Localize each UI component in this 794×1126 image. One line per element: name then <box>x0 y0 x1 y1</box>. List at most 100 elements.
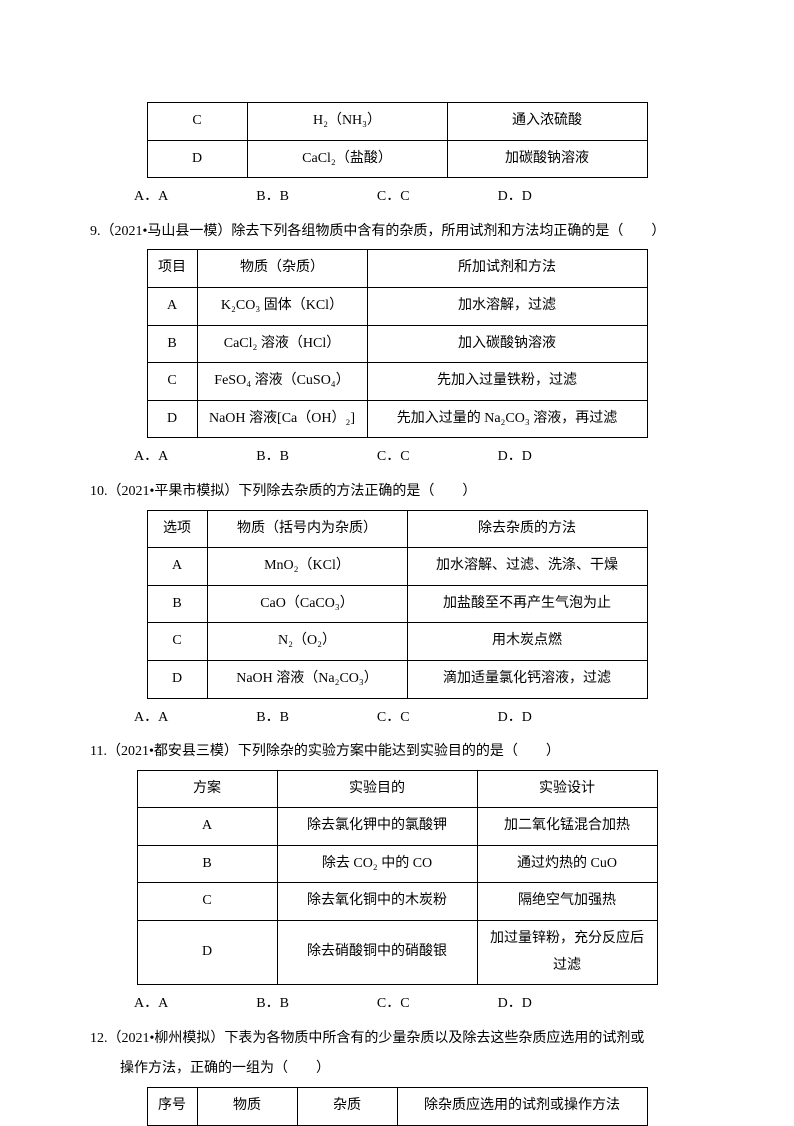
cell: B <box>137 845 277 883</box>
cell: CaO（CaCO₃） <box>207 585 407 623</box>
table-row: A除去氯化钾中的氯酸钾加二氧化锰混合加热 <box>137 808 657 846</box>
cell: CaCl₂ 溶液（HCl） <box>197 325 367 363</box>
cell: 通过灼热的 CuO <box>477 845 657 883</box>
option-a: A．A <box>134 184 168 211</box>
cell: 加二氧化锰混合加热 <box>477 808 657 846</box>
cell: K₂CO₃ 固体（KCl） <box>197 287 367 325</box>
col-header: 物质（杂质） <box>197 250 367 288</box>
col-header: 物质 <box>197 1088 297 1126</box>
cell: NaOH 溶液（Na₂CO₃） <box>207 660 407 698</box>
options-row-8: A．A B．B C．C D．D <box>90 184 704 211</box>
col-header: 实验设计 <box>477 770 657 808</box>
option-c: C．C <box>377 705 410 732</box>
cell: A <box>147 548 207 586</box>
table-row: DNaOH 溶液（Na₂CO₃）滴加适量氯化钙溶液，过滤 <box>147 660 647 698</box>
cell: B <box>147 585 207 623</box>
cell: A <box>147 287 197 325</box>
col-header: 除去杂质的方法 <box>407 510 647 548</box>
table-row: C H₂（NH₃） 通入浓硫酸 <box>147 103 647 141</box>
cell: MnO₂（KCl） <box>207 548 407 586</box>
col-header: 项目 <box>147 250 197 288</box>
cell: B <box>147 325 197 363</box>
table-row: D除去硝酸铜中的硝酸银加过量锌粉，充分反应后过滤 <box>137 921 657 985</box>
col-header: 选项 <box>147 510 207 548</box>
cell: 用木炭点燃 <box>407 623 647 661</box>
option-a: A．A <box>134 705 168 732</box>
table-q12: 序号 物质 杂质 除杂质应选用的试剂或操作方法 <box>147 1087 648 1126</box>
question-11: 11.（2021•都安县三模）下列除杂的实验方案中能达到实验目的的是（ ） <box>90 739 704 766</box>
option-b: B．B <box>256 991 289 1018</box>
option-c: C．C <box>377 444 410 471</box>
question-12-line2: 操作方法，正确的一组为（ ） <box>90 1056 704 1083</box>
col-header: 物质（括号内为杂质） <box>207 510 407 548</box>
cell: 加水溶解，过滤 <box>367 287 647 325</box>
option-b: B．B <box>256 184 289 211</box>
col-header: 方案 <box>137 770 277 808</box>
col-header: 杂质 <box>297 1088 397 1126</box>
cell: D <box>147 400 197 438</box>
cell: H₂（NH₃） <box>247 103 447 141</box>
table-q11: 方案 实验目的 实验设计 A除去氯化钾中的氯酸钾加二氧化锰混合加热 B除去 CO… <box>137 770 658 986</box>
cell: A <box>137 808 277 846</box>
option-d: D．D <box>498 184 532 211</box>
table-row: B除去 CO₂ 中的 CO通过灼热的 CuO <box>137 845 657 883</box>
table-row: DNaOH 溶液[Ca（OH）₂]先加入过量的 Na₂CO₃ 溶液，再过滤 <box>147 400 647 438</box>
cell: 加过量锌粉，充分反应后过滤 <box>477 921 657 985</box>
cell: 先加入过量的 Na₂CO₃ 溶液，再过滤 <box>367 400 647 438</box>
cell: 除去 CO₂ 中的 CO <box>277 845 477 883</box>
table-q9: 项目 物质（杂质） 所加试剂和方法 AK₂CO₃ 固体（KCl）加水溶解，过滤 … <box>147 249 648 438</box>
options-row-9: A．A B．B C．C D．D <box>90 444 704 471</box>
cell: C <box>137 883 277 921</box>
table-header-row: 项目 物质（杂质） 所加试剂和方法 <box>147 250 647 288</box>
cell: 隔绝空气加强热 <box>477 883 657 921</box>
table-row: C除去氧化铜中的木炭粉隔绝空气加强热 <box>137 883 657 921</box>
col-header: 所加试剂和方法 <box>367 250 647 288</box>
cell: CaCl₂（盐酸） <box>247 140 447 178</box>
option-c: C．C <box>377 184 410 211</box>
table-header-row: 方案 实验目的 实验设计 <box>137 770 657 808</box>
cell: 加入碳酸钠溶液 <box>367 325 647 363</box>
table-q8-partial: C H₂（NH₃） 通入浓硫酸 D CaCl₂（盐酸） 加碳酸钠溶液 <box>147 102 648 178</box>
cell: 滴加适量氯化钙溶液，过滤 <box>407 660 647 698</box>
question-12-line1: 12.（2021•柳州模拟）下表为各物质中所含有的少量杂质以及除去这些杂质应选用… <box>90 1026 704 1053</box>
table-q10: 选项 物质（括号内为杂质） 除去杂质的方法 AMnO₂（KCl）加水溶解、过滤、… <box>147 510 648 699</box>
option-d: D．D <box>498 444 532 471</box>
table-row: BCaO（CaCO₃）加盐酸至不再产生气泡为止 <box>147 585 647 623</box>
table-row: AMnO₂（KCl）加水溶解、过滤、洗涤、干燥 <box>147 548 647 586</box>
cell: C <box>147 103 247 141</box>
cell: D <box>147 660 207 698</box>
option-a: A．A <box>134 444 168 471</box>
cell: 加盐酸至不再产生气泡为止 <box>407 585 647 623</box>
cell: 加水溶解、过滤、洗涤、干燥 <box>407 548 647 586</box>
cell: 除去氧化铜中的木炭粉 <box>277 883 477 921</box>
cell: D <box>137 921 277 985</box>
cell: 加碳酸钠溶液 <box>447 140 647 178</box>
col-header: 序号 <box>147 1088 197 1126</box>
option-d: D．D <box>498 991 532 1018</box>
option-a: A．A <box>134 991 168 1018</box>
cell: 除去硝酸铜中的硝酸银 <box>277 921 477 985</box>
col-header: 除杂质应选用的试剂或操作方法 <box>397 1088 647 1126</box>
cell: N₂（O₂） <box>207 623 407 661</box>
options-row-11: A．A B．B C．C D．D <box>90 991 704 1018</box>
question-9: 9.（2021•马山县一模）除去下列各组物质中含有的杂质，所用试剂和方法均正确的… <box>90 219 704 246</box>
table-row: CFeSO₄ 溶液（CuSO₄）先加入过量铁粉，过滤 <box>147 363 647 401</box>
cell: 通入浓硫酸 <box>447 103 647 141</box>
table-row: CN₂（O₂）用木炭点燃 <box>147 623 647 661</box>
option-b: B．B <box>256 444 289 471</box>
option-c: C．C <box>377 991 410 1018</box>
table-header-row: 选项 物质（括号内为杂质） 除去杂质的方法 <box>147 510 647 548</box>
cell: 先加入过量铁粉，过滤 <box>367 363 647 401</box>
cell: 除去氯化钾中的氯酸钾 <box>277 808 477 846</box>
table-row: BCaCl₂ 溶液（HCl）加入碳酸钠溶液 <box>147 325 647 363</box>
col-header: 实验目的 <box>277 770 477 808</box>
table-header-row: 序号 物质 杂质 除杂质应选用的试剂或操作方法 <box>147 1088 647 1126</box>
cell: C <box>147 623 207 661</box>
table-row: AK₂CO₃ 固体（KCl）加水溶解，过滤 <box>147 287 647 325</box>
cell: FeSO₄ 溶液（CuSO₄） <box>197 363 367 401</box>
options-row-10: A．A B．B C．C D．D <box>90 705 704 732</box>
cell: NaOH 溶液[Ca（OH）₂] <box>197 400 367 438</box>
option-b: B．B <box>256 705 289 732</box>
table-row: D CaCl₂（盐酸） 加碳酸钠溶液 <box>147 140 647 178</box>
option-d: D．D <box>498 705 532 732</box>
